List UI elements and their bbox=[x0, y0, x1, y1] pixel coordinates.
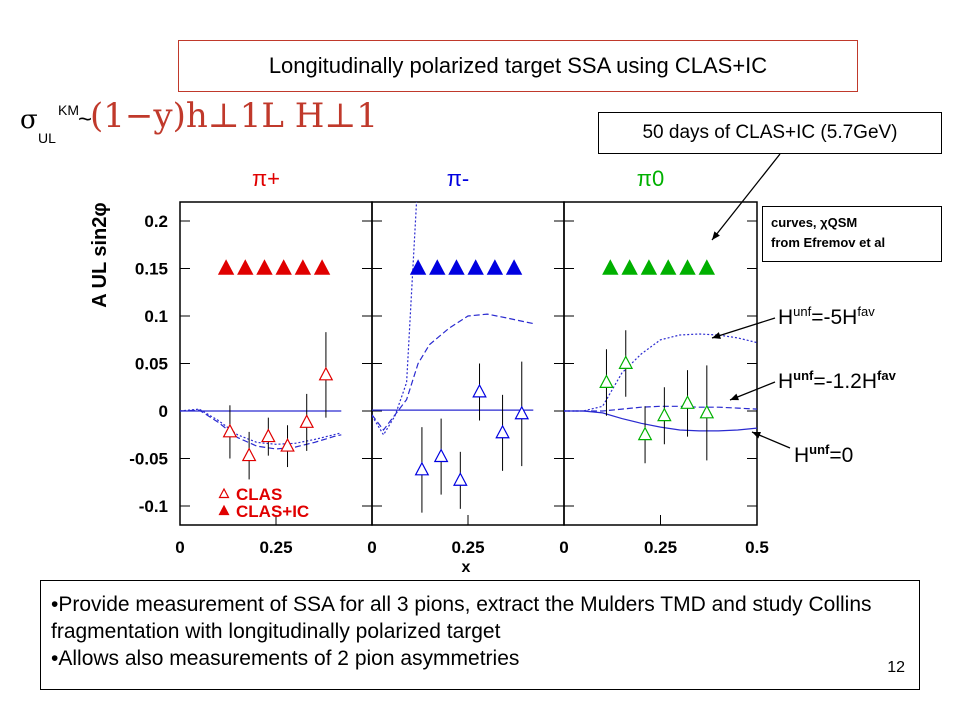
arrow-days-head bbox=[712, 231, 720, 240]
panel-label: π+ bbox=[252, 166, 280, 191]
x-tick-label: 0 bbox=[367, 538, 376, 557]
clas-ic-point bbox=[256, 259, 273, 275]
legend-marker-clas bbox=[218, 487, 230, 499]
y-tick-label: 0.05 bbox=[135, 355, 168, 374]
formula-sigma: σ KM UL ~ bbox=[20, 102, 92, 146]
bullet-item-1: Provide measurement of SSA for all 3 pio… bbox=[51, 591, 909, 645]
clas-ic-point bbox=[294, 259, 312, 275]
clas-point bbox=[280, 437, 295, 452]
x-tick-label: 0 bbox=[559, 538, 568, 557]
bullet-item-2: Allows also measurements of 2 pion asymm… bbox=[51, 645, 909, 672]
sigma-symbol: σ bbox=[20, 105, 38, 135]
annotation-h12: Hunf=-1.2Hfav bbox=[778, 368, 896, 393]
clas-point bbox=[261, 428, 276, 443]
clas-ic-point bbox=[313, 259, 331, 275]
legend-label-clasic: CLAS+IC bbox=[236, 502, 309, 521]
clas-point bbox=[657, 407, 672, 422]
clas-point bbox=[433, 448, 449, 463]
annotation-h5: Hunf=-5Hfav bbox=[778, 304, 875, 329]
clas-point bbox=[514, 405, 530, 420]
clas-point bbox=[699, 404, 715, 419]
clas-ic-point bbox=[660, 259, 677, 275]
curves-label-line2: from Efremov et al bbox=[771, 235, 886, 250]
clas-ic-point bbox=[602, 259, 619, 275]
x-tick-label: 0.5 bbox=[745, 538, 769, 557]
x-axis-label: x bbox=[462, 559, 471, 576]
panel-frame bbox=[179, 201, 373, 526]
clas-point bbox=[241, 447, 257, 462]
y-tick-label: -0.1 bbox=[139, 497, 168, 516]
sigma-subscript: UL bbox=[38, 130, 56, 146]
clas-point bbox=[453, 472, 468, 486]
curve-h5 bbox=[564, 333, 757, 412]
panel-label: π- bbox=[447, 166, 470, 191]
clas-ic-point bbox=[409, 259, 427, 275]
arrow-h12-head bbox=[730, 393, 739, 401]
clas-point bbox=[318, 366, 334, 381]
clas-point bbox=[495, 424, 510, 439]
clas-point bbox=[680, 395, 695, 409]
formula-expression: (1−y)h⊥1L H⊥1 bbox=[90, 96, 379, 136]
bullet-box: Provide measurement of SSA for all 3 pio… bbox=[40, 580, 920, 690]
x-tick-label: 0.25 bbox=[644, 538, 677, 557]
clas-point bbox=[299, 414, 315, 428]
clas-ic-point bbox=[505, 259, 523, 275]
clas-ic-point bbox=[237, 259, 254, 275]
clas-point bbox=[637, 426, 653, 441]
curve-h5 bbox=[180, 408, 342, 445]
clas-point bbox=[472, 383, 487, 398]
curves-label: curves, χQSM from Efremov et al bbox=[762, 206, 942, 262]
annotation-h0: Hunf=0 bbox=[794, 442, 854, 467]
sigma-tilde: ~ bbox=[78, 106, 93, 133]
curve-h5 bbox=[372, 202, 418, 436]
x-tick-label: 0 bbox=[175, 538, 184, 557]
clas-ic-point bbox=[467, 259, 484, 275]
clas-point bbox=[414, 461, 430, 476]
clas-ic-point bbox=[429, 259, 446, 275]
arrow-h0 bbox=[751, 431, 791, 449]
panel-frame bbox=[371, 201, 565, 526]
clas-ic-point bbox=[486, 259, 504, 275]
clas-ic-point bbox=[275, 259, 292, 275]
clas-ic-point bbox=[698, 259, 716, 275]
arrow-days bbox=[711, 153, 781, 241]
y-tick-label: -0.05 bbox=[129, 450, 168, 469]
y-tick-label: 0 bbox=[159, 402, 168, 421]
x-tick-label: 0.25 bbox=[259, 538, 292, 557]
panel-frame bbox=[563, 201, 758, 526]
sigma-superscript: KM bbox=[58, 102, 79, 118]
arrow-h5 bbox=[711, 317, 776, 339]
clas-point bbox=[618, 355, 634, 369]
days-label: 50 days of CLAS+IC (5.7GeV) bbox=[598, 112, 942, 154]
x-tick-label: 0.25 bbox=[451, 538, 484, 557]
clas-point bbox=[222, 423, 238, 438]
curve-h12 bbox=[564, 405, 757, 412]
arrow-h5-head bbox=[712, 332, 721, 339]
arrow-h12 bbox=[729, 381, 776, 401]
clas-ic-point bbox=[640, 259, 658, 275]
arrow-h0-head bbox=[752, 431, 761, 439]
curves-label-line1: curves, χQSM bbox=[771, 215, 858, 230]
curve-h0 bbox=[564, 410, 757, 432]
clas-ic-point bbox=[217, 259, 235, 275]
clas-ic-point bbox=[448, 259, 465, 275]
legend-marker-clasic bbox=[218, 504, 230, 516]
y-tick-label: 0.1 bbox=[144, 307, 168, 326]
panel-label: π0 bbox=[637, 166, 664, 191]
page-number: 12 bbox=[887, 659, 905, 676]
clas-point bbox=[599, 374, 614, 388]
clas-ic-point bbox=[621, 259, 638, 275]
curve-h12 bbox=[180, 409, 342, 450]
curve-h12 bbox=[372, 313, 534, 431]
slide-title: Longitudinally polarized target SSA usin… bbox=[178, 40, 858, 92]
y-tick-label: 0.15 bbox=[135, 260, 168, 279]
y-axis-label: A UL sin2φ bbox=[89, 202, 111, 307]
legend-label-clas: CLAS bbox=[236, 485, 282, 504]
clas-ic-point bbox=[679, 259, 696, 275]
y-tick-label: 0.2 bbox=[144, 212, 168, 231]
